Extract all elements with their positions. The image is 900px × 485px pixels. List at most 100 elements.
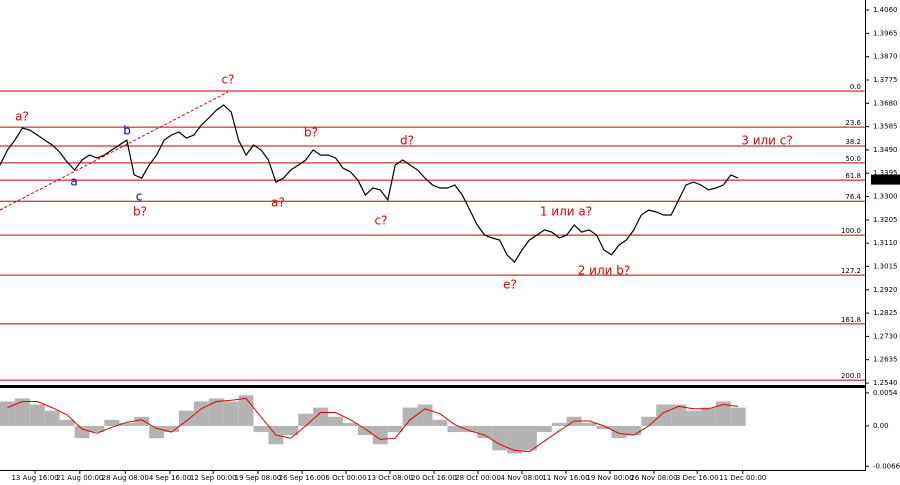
histogram-bar — [611, 425, 627, 439]
y-tick-label: 1.3965 — [873, 29, 898, 37]
histogram-bar — [283, 425, 299, 436]
histogram-bar — [462, 425, 478, 433]
histogram-bar — [343, 422, 358, 426]
fib-label: 76.4 — [845, 193, 861, 201]
histogram-bar — [14, 398, 30, 426]
histogram-bar — [581, 422, 597, 426]
fib-label: 23.6 — [845, 119, 861, 127]
histogram-bar — [387, 425, 403, 433]
y-tick-label: 1.2730 — [873, 332, 898, 340]
x-tick-label: 26 Nov 08:00 — [630, 474, 677, 482]
wave-label: d? — [400, 134, 414, 148]
current-price-box — [871, 174, 900, 185]
fib-label: 0.0 — [850, 83, 861, 91]
y-tick-label: 1.3395 — [873, 169, 898, 177]
histogram-bar — [715, 401, 731, 426]
y-tick-label: 1.3015 — [873, 262, 898, 270]
fib-label: 50.0 — [845, 155, 861, 163]
x-tick-label: 13 Aug 16:00 — [11, 474, 58, 482]
wave-label: a? — [271, 196, 285, 210]
histogram-bar — [208, 398, 224, 426]
histogram-bar — [536, 425, 552, 433]
histogram-bar — [328, 416, 344, 426]
x-tick-label: 20 Oct 16:00 — [411, 474, 457, 482]
histogram-bar — [74, 425, 90, 439]
panel-separator — [0, 385, 866, 388]
x-tick-label: 4 Sep 16:00 — [149, 474, 191, 482]
wave-label: b — [123, 124, 131, 138]
y-tick-label: -0.0066 — [873, 462, 900, 470]
histogram-bar — [447, 425, 463, 433]
histogram-bar — [134, 416, 150, 426]
histogram-bar — [104, 419, 120, 426]
y-tick-label: 1.3490 — [873, 146, 898, 154]
histogram-bar — [700, 407, 716, 426]
histogram-bar — [521, 425, 537, 451]
histogram-bar — [492, 425, 508, 451]
y-tick-label: 1.3300 — [873, 193, 898, 201]
histogram-bar — [477, 425, 493, 439]
signal-line — [7, 397, 739, 453]
histogram-bar — [119, 422, 135, 426]
y-tick-label: 1.2540 — [873, 379, 898, 387]
wave-label: c? — [222, 73, 235, 87]
histogram-bar — [551, 422, 567, 426]
y-tick-label: 1.2920 — [873, 286, 898, 294]
histogram-bar — [253, 425, 269, 433]
wave-label: e? — [503, 278, 517, 292]
x-tick-label: 19 Nov 00:00 — [586, 474, 633, 482]
histogram-bar — [402, 407, 418, 426]
histogram-bar — [193, 401, 209, 426]
histogram-bar — [238, 395, 254, 426]
histogram-bar — [44, 410, 60, 426]
y-tick-label: 1.3585 — [873, 123, 898, 131]
y-tick-label: 1.3870 — [873, 53, 898, 61]
histogram-bar — [59, 419, 75, 426]
x-tick-label: 19 Sep 08:00 — [235, 474, 282, 482]
wave-label: a? — [15, 110, 29, 124]
fib-label: 38.2 — [845, 138, 861, 146]
histogram-bar — [626, 425, 642, 436]
histogram-bar — [89, 425, 105, 433]
fib-label: 61.8 — [845, 172, 861, 180]
x-tick-label: 3 Dec 16:00 — [676, 474, 719, 482]
wave-label: 2 или b? — [578, 264, 631, 278]
y-tick-label: 1.3680 — [873, 99, 898, 107]
x-tick-label: 13 Oct 08:00 — [367, 474, 413, 482]
fib-label: 127.2 — [841, 267, 861, 275]
histogram-bar — [29, 404, 45, 426]
x-tick-label: 12 Sep 00:00 — [190, 474, 237, 482]
x-tick-label: 21 Aug 00:00 — [56, 474, 103, 482]
fib-label: 200.0 — [841, 372, 861, 380]
histogram-bar — [641, 416, 657, 426]
y-tick-label: 1.2825 — [873, 309, 898, 317]
histogram-bar — [149, 425, 165, 439]
y-tick-label: 0.0054 — [873, 389, 898, 397]
histogram-bar — [357, 425, 373, 436]
wave-label: c? — [375, 214, 388, 228]
histogram-bar — [656, 404, 672, 426]
y-tick-label: 1.3110 — [873, 239, 898, 247]
x-tick-label: 11 Nov 16:00 — [542, 474, 589, 482]
y-tick-label: 1.3205 — [873, 216, 898, 224]
histogram-bar — [298, 413, 314, 426]
x-tick-label: 11 Dec 00:00 — [719, 474, 766, 482]
wave-label: b? — [304, 126, 318, 140]
wave-label: c — [136, 190, 143, 204]
y-tick-label: 0.00 — [873, 422, 889, 430]
x-tick-label: 26 Sep 16:00 — [279, 474, 326, 482]
wave-label: 1 или a? — [540, 205, 592, 219]
y-tick-label: 1.2635 — [873, 356, 898, 364]
histogram-bar — [596, 425, 612, 429]
histogram-bar — [671, 404, 687, 426]
y-tick-label: 1.3775 — [873, 76, 898, 84]
histogram-bar — [0, 401, 15, 426]
x-tick-label: 28 Aug 08:00 — [102, 474, 149, 482]
fib-label: 100.0 — [841, 227, 861, 235]
wave-label: b? — [133, 205, 147, 219]
histogram-bar — [372, 425, 388, 445]
x-tick-label: 28 Oct 00:00 — [455, 474, 501, 482]
histogram-bar — [178, 410, 194, 426]
